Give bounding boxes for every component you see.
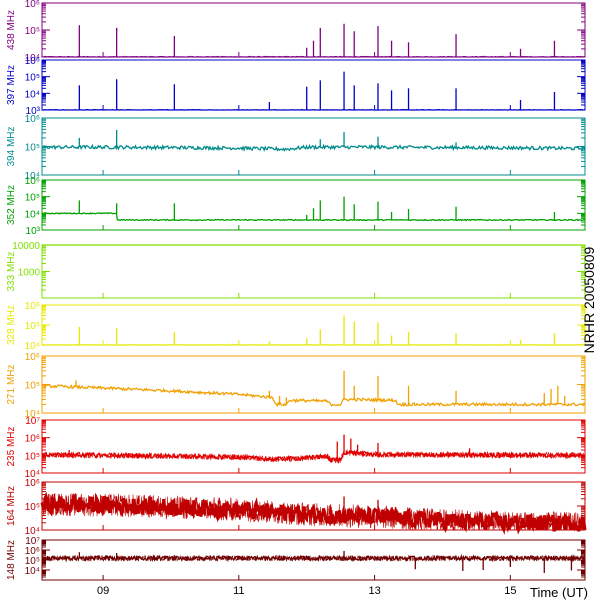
y-tick-label: 10⁴ xyxy=(25,53,40,64)
y-tick-label: 10⁷ xyxy=(25,536,40,547)
y-tick-label: 10⁶ xyxy=(25,114,40,125)
panel-352-mhz: 10⁶ 10⁵ 10⁴ 10³ 352 MHz xyxy=(6,176,586,237)
panel-label: 333 MHz xyxy=(6,251,17,291)
panel-frame xyxy=(41,179,586,231)
y-tick-label: 10⁴ xyxy=(25,409,40,420)
x-tick-label: 13 xyxy=(368,585,380,597)
x-tick-label: 11 xyxy=(233,585,244,597)
y-tick-label: 10⁶ xyxy=(25,56,40,67)
y-tick-label: 10⁶ xyxy=(25,0,40,10)
panel-235-mhz: 10⁷ 10⁶ 10⁵ 10⁴ 235 MHz xyxy=(6,416,586,480)
y-tick-label: 10⁶ xyxy=(25,301,40,312)
y-tick-label: 10⁶ xyxy=(25,434,40,445)
panel-394-mhz: 10⁶ 10⁵ 10⁴ 394 MHz xyxy=(6,114,586,182)
y-tick-label: 10⁵ xyxy=(25,143,40,154)
panel-frame xyxy=(41,304,586,346)
panel-label: 148 MHz xyxy=(6,540,17,580)
panel-frame xyxy=(41,59,586,111)
y-tick-label: 10⁴ xyxy=(25,209,40,220)
y-tick-label: 10⁶ xyxy=(25,352,40,363)
side-label: NRHR 20050809 xyxy=(581,246,597,353)
series-trace xyxy=(41,383,586,408)
panel-label: 438 MHz xyxy=(6,10,17,50)
x-axis-label: Time (UT) xyxy=(530,585,588,600)
panel-label: 397 MHz xyxy=(6,65,17,105)
series-trace xyxy=(41,143,586,152)
panel-label: 352 MHz xyxy=(6,185,17,225)
series-texture xyxy=(41,449,586,464)
y-tick-label: 10⁴ xyxy=(25,566,40,577)
y-tick-label: 10⁵ xyxy=(25,73,40,84)
x-tick-label: 15 xyxy=(504,585,516,597)
y-tick-label: 10000 xyxy=(12,241,40,252)
series-texture xyxy=(41,554,586,563)
panel-328-mhz: 10⁶ 10⁵ 10⁴ 328 MHz xyxy=(6,301,586,352)
panel-label: 394 MHz xyxy=(6,126,17,166)
panel-397-mhz: 10⁶ 10⁵ 10⁴ 10³ 397 MHz xyxy=(6,56,586,117)
x-tick-label: 09 xyxy=(97,585,109,597)
panel-438-mhz: 10⁶ 10⁵ 10⁴ 438 MHz xyxy=(6,0,586,64)
panel-frame xyxy=(41,419,586,474)
y-tick-label: 10⁵ xyxy=(25,26,40,37)
y-tick-label: 10⁵ xyxy=(25,556,40,567)
y-tick-label: 10⁷ xyxy=(25,416,40,427)
y-tick-label: 10⁶ xyxy=(25,176,40,187)
panel-label: 235 MHz xyxy=(6,426,17,466)
series-texture xyxy=(41,493,586,531)
panel-label: 271 MHz xyxy=(6,364,17,404)
series-trace xyxy=(41,212,586,222)
y-tick-label: 10⁴ xyxy=(25,89,40,100)
y-tick-label: 10³ xyxy=(26,106,41,117)
y-tick-label: 10⁶ xyxy=(25,546,40,557)
y-tick-label: 10³ xyxy=(26,226,41,237)
panel-label: 164 MHz xyxy=(6,486,17,526)
y-tick-label: 10⁴ xyxy=(25,341,40,352)
y-tick-label: 10⁵ xyxy=(25,381,40,392)
y-tick-label: 10⁵ xyxy=(25,502,40,513)
y-tick-label: 10⁵ xyxy=(25,451,40,462)
y-tick-label: 10⁴ xyxy=(25,526,40,537)
y-tick-label: 10⁴ xyxy=(25,171,40,182)
y-tick-label: 1000 xyxy=(18,268,41,279)
y-tick-label: 10⁵ xyxy=(25,321,40,332)
y-tick-label: 10⁴ xyxy=(25,469,40,480)
panel-164-mhz: 10⁶ 10⁵ 10⁴ 164 MHz xyxy=(6,478,587,537)
panel-label: 328 MHz xyxy=(6,305,17,345)
y-tick-label: 10⁵ xyxy=(25,193,40,204)
panel-frame xyxy=(41,244,586,299)
panel-271-mhz: 10⁶ 10⁵ 10⁴ 271 MHz xyxy=(6,352,586,420)
y-tick-label: 10⁶ xyxy=(25,478,40,489)
